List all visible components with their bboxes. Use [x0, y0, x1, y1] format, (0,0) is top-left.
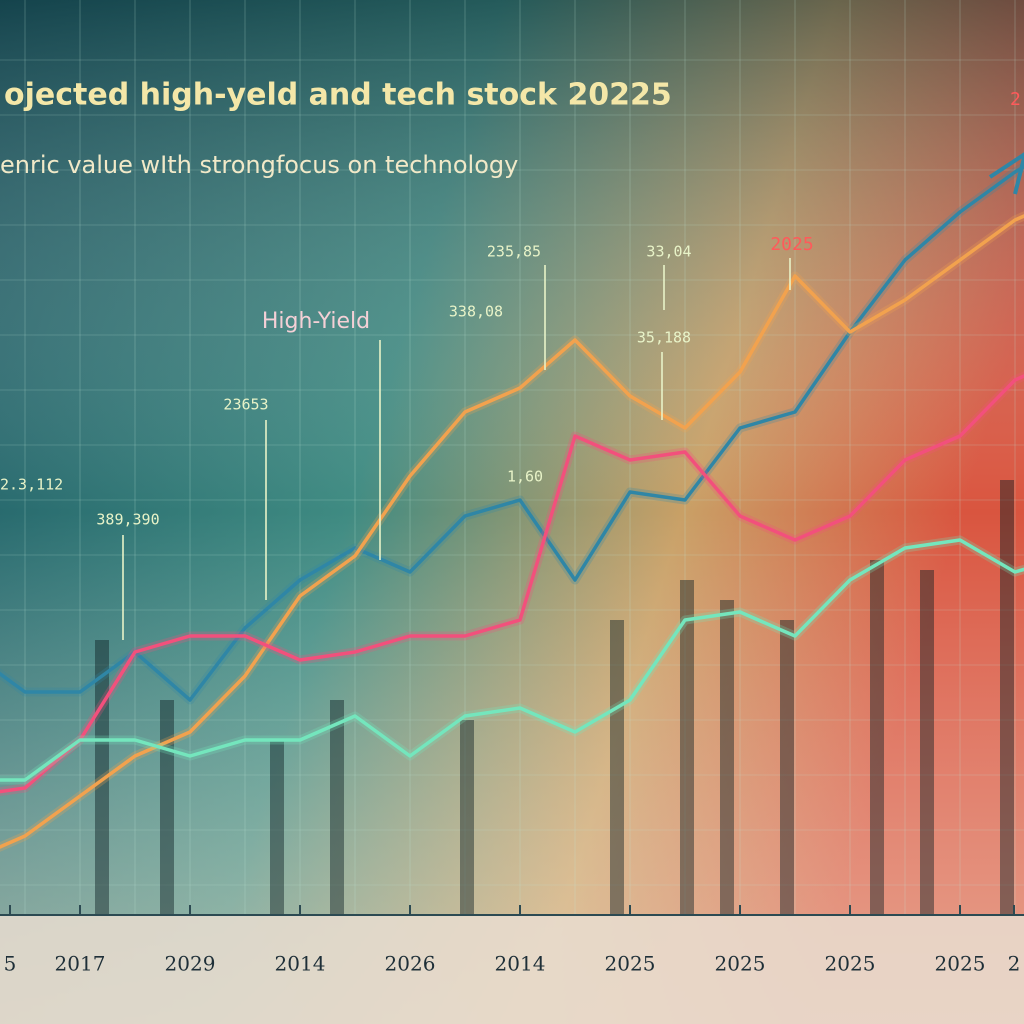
annotation: 23653 [223, 396, 268, 414]
series-line [0, 214, 1024, 849]
x-tick-label: 2025 [935, 952, 986, 976]
decor-bar [1000, 480, 1014, 915]
annotation: 389,390 [96, 511, 159, 529]
x-tick-label: 2025 [715, 952, 766, 976]
series-line [0, 164, 1024, 702]
annotation: 2,3 [1010, 89, 1024, 110]
decor-bar [270, 740, 284, 915]
decor-bar [330, 700, 344, 915]
axis-band [0, 915, 1024, 1024]
annotation: 1,60 [507, 468, 543, 486]
decor-bar [870, 560, 884, 915]
x-tick-label: 2014 [275, 952, 326, 976]
chart-subtitle: enric value wIth strongfocus on technolo… [0, 151, 518, 179]
grid [0, 0, 1024, 915]
decor-bar [680, 580, 694, 915]
decor-bar [720, 600, 734, 915]
decor-bar [160, 700, 174, 915]
decor-bar [920, 570, 934, 915]
annotation: High-Yield [262, 309, 370, 334]
decor-bar [460, 720, 474, 915]
chart-title: ojected high-yeld and tech stock 20225 [4, 78, 672, 113]
x-tick-label: 2029 [165, 952, 216, 976]
decor-bar [610, 620, 624, 915]
annotation: 33,04 [646, 243, 691, 261]
decor-bar [780, 620, 794, 915]
annotation: 338,08 [449, 303, 503, 321]
decor-bars [95, 480, 1014, 915]
x-tick-label: 2026 [385, 952, 436, 976]
x-tick-label: 2025 [825, 952, 876, 976]
x-tick-label: 2017 [55, 952, 106, 976]
series-line [0, 538, 1024, 782]
x-tick-label: 2 [1008, 952, 1021, 976]
annotation: 2025 [770, 234, 813, 255]
x-tick-label: 2014 [495, 952, 546, 976]
x-tick-label: 5 [4, 952, 17, 976]
series-line [0, 374, 1024, 794]
arrow-head [988, 152, 1024, 195]
annotation: 2.3,112 [0, 476, 63, 494]
annotation: 35,188 [637, 329, 691, 347]
x-tick-label: 2025 [605, 952, 656, 976]
annotation: 235,85 [487, 243, 541, 261]
